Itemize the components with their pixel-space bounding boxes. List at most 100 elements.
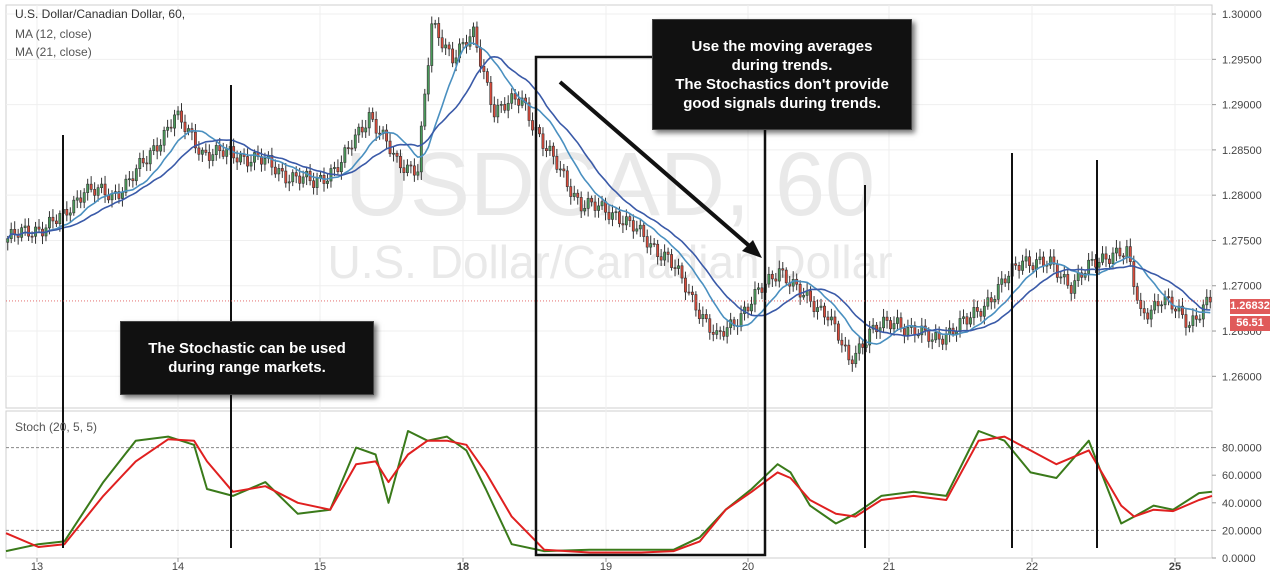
candle-body	[600, 201, 604, 207]
candle-body	[1069, 285, 1073, 294]
candle-body	[364, 127, 368, 133]
candle-body	[131, 178, 135, 182]
candle-body	[72, 199, 76, 214]
candle-body	[1184, 314, 1188, 328]
candle-body	[624, 216, 628, 226]
candle-body	[280, 168, 284, 172]
candle-body	[58, 213, 62, 225]
candle-body	[51, 216, 55, 222]
candle-body	[899, 317, 903, 329]
candle-body	[694, 294, 698, 311]
candle-body	[419, 125, 423, 173]
candle-body	[1125, 246, 1129, 258]
candle-body	[430, 23, 434, 66]
candle-body	[350, 147, 354, 150]
candle-body	[75, 197, 79, 201]
callout-trends-line: Use the moving averages	[691, 37, 873, 55]
candle-body	[809, 290, 812, 302]
candle-body	[298, 175, 302, 184]
candle-body	[975, 307, 979, 312]
candle-body	[986, 297, 990, 307]
price-tick-label: 1.27500	[1222, 235, 1262, 247]
price-pane-frame	[5, 4, 1213, 409]
candle-body	[750, 303, 753, 312]
candle-body	[927, 329, 931, 342]
candle-body	[1021, 260, 1024, 271]
candle-body	[162, 129, 166, 146]
candle-body	[485, 71, 489, 83]
candle-body	[774, 278, 778, 282]
callout-trends-line: during trends.	[731, 56, 833, 74]
candle-body	[357, 126, 361, 136]
callout-range-line: during range markets.	[168, 359, 326, 376]
candle-body	[725, 327, 729, 337]
candle-body	[121, 192, 124, 199]
candle-body	[343, 147, 347, 163]
candle-body	[503, 104, 507, 111]
candle-body	[263, 158, 267, 165]
candle-body	[339, 162, 343, 173]
price-tick-label: 1.30000	[1222, 9, 1262, 21]
candle-body	[96, 187, 100, 196]
candle-body	[711, 332, 715, 335]
candle-body	[659, 256, 663, 261]
candle-body	[1000, 278, 1004, 285]
candle-body	[1048, 256, 1052, 266]
candle-body	[586, 198, 590, 209]
candle-body	[194, 131, 197, 149]
candle-body	[1194, 315, 1198, 320]
candle-body	[982, 305, 986, 317]
candle-body	[1153, 301, 1157, 311]
candle-body	[666, 251, 670, 255]
candle-body	[656, 243, 660, 257]
candle-body	[868, 328, 872, 346]
candle-body	[882, 316, 885, 329]
candle-body	[1146, 312, 1150, 320]
candle-body	[753, 289, 757, 305]
candle-body	[371, 112, 375, 120]
candle-body	[1118, 247, 1122, 257]
candle-body	[572, 192, 576, 197]
candle-body	[478, 47, 482, 67]
candle-body	[315, 177, 319, 188]
candle-body	[1024, 256, 1028, 262]
candle-body	[492, 104, 496, 118]
candle-body	[86, 183, 90, 193]
candle-body	[673, 267, 677, 269]
candle-body	[353, 134, 357, 149]
price-tick-label: 1.29000	[1222, 100, 1262, 112]
candle-body	[277, 168, 281, 175]
candle-body	[183, 121, 187, 132]
candle-body	[569, 186, 573, 197]
candle-body	[1115, 247, 1118, 254]
candle-body	[454, 57, 458, 64]
candle-body	[670, 254, 673, 268]
stoch-tick-label: 20.0000	[1222, 525, 1262, 537]
candle-body	[548, 145, 552, 151]
x-tick-label: 13	[31, 561, 43, 573]
candle-body	[1042, 256, 1045, 267]
x-tick-label: 15	[314, 561, 326, 573]
x-tick-label: 20	[742, 561, 754, 573]
stoch-k-line	[5, 430, 1213, 553]
candle-body	[677, 265, 680, 269]
candle-body	[1003, 278, 1007, 284]
callout-trends-line: good signals during trends.	[683, 94, 881, 112]
candle-body	[597, 205, 600, 211]
candle-body	[124, 178, 128, 193]
ma21-line	[7, 55, 1211, 337]
candle-body	[798, 283, 802, 298]
candle-body	[649, 243, 653, 248]
candle-body	[166, 126, 170, 131]
candle-body	[760, 287, 764, 293]
candle-body	[451, 48, 455, 64]
candle-body	[684, 277, 687, 293]
annotation-arrow-head	[742, 240, 762, 258]
x-tick-label: 19	[600, 561, 612, 573]
candle-body	[638, 224, 642, 230]
watermark-big: USDCAD, 60	[345, 135, 875, 235]
candle-body	[138, 158, 142, 170]
candle-body	[207, 152, 211, 161]
candle-body	[412, 165, 416, 176]
ma12-line	[7, 42, 1211, 345]
